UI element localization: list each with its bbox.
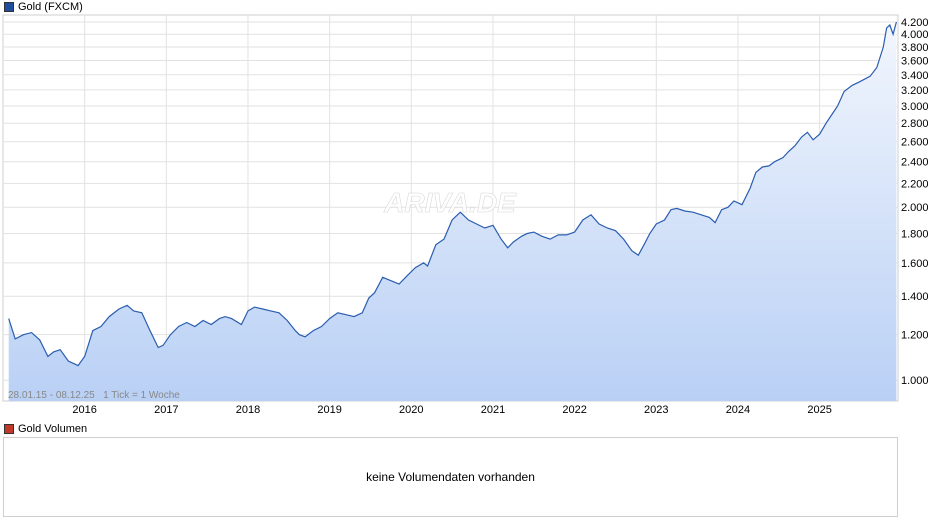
- watermark-logo: ARIVA.DE: [383, 187, 517, 218]
- x-tick-label: 2018: [236, 404, 260, 416]
- legend-swatch-gold: [4, 2, 14, 12]
- x-axis: 2016 2017 2018 2019 2020 2021 2022 2023 2024 2025: [72, 404, 831, 416]
- price-area: [8, 22, 897, 401]
- y-tick-label: 1.400: [901, 291, 929, 303]
- x-tick-label: 2025: [807, 404, 831, 416]
- legend-volume: Gold Volumen: [4, 423, 87, 435]
- y-tick-label: 2.000: [901, 202, 929, 214]
- x-tick-label: 2017: [154, 404, 178, 416]
- y-tick-label: 1.800: [901, 228, 929, 240]
- price-line: [8, 21, 897, 367]
- y-tick-label: 1.600: [901, 258, 929, 270]
- x-tick-label: 2024: [726, 404, 750, 416]
- x-tick-label: 2023: [644, 404, 668, 416]
- y-tick-label: 3.200: [901, 85, 929, 97]
- x-tick-label: 2019: [317, 404, 341, 416]
- y-tick-label: 3.000: [901, 101, 929, 113]
- price-chart: ARIVA.DE 28.01.15 - 08.12.25 1 Tick = 1 …: [2, 14, 929, 416]
- legend-gold: Gold (FXCM): [4, 1, 83, 13]
- volume-panel: keine Volumendaten vorhanden: [3, 437, 898, 517]
- x-tick-label: 2016: [72, 404, 96, 416]
- y-tick-label: 2.200: [901, 178, 929, 190]
- legend-gold-label: Gold (FXCM): [18, 1, 83, 13]
- y-tick-label: 4.200: [901, 17, 929, 29]
- y-tick-label: 2.400: [901, 157, 929, 169]
- y-tick-label: 2.600: [901, 137, 929, 149]
- x-tick-label: 2022: [562, 404, 586, 416]
- legend-volume-label: Gold Volumen: [18, 423, 88, 435]
- y-tick-label: 3.600: [901, 56, 929, 68]
- y-tick-label: 1.200: [901, 330, 929, 342]
- legend-swatch-volume: [4, 424, 14, 434]
- y-tick-label: 3.400: [901, 70, 929, 82]
- x-tick-label: 2020: [399, 404, 423, 416]
- y-tick-label: 1.000: [901, 375, 929, 387]
- y-tick-label: 2.800: [901, 118, 929, 130]
- y-tick-label: 3.800: [901, 42, 929, 54]
- range-note: 28.01.15 - 08.12.25 1 Tick = 1 Woche: [8, 390, 180, 401]
- volume-empty-message: keine Volumendaten vorhanden: [366, 470, 535, 484]
- x-tick-label: 2021: [481, 404, 505, 416]
- y-tick-label: 4.000: [901, 29, 929, 41]
